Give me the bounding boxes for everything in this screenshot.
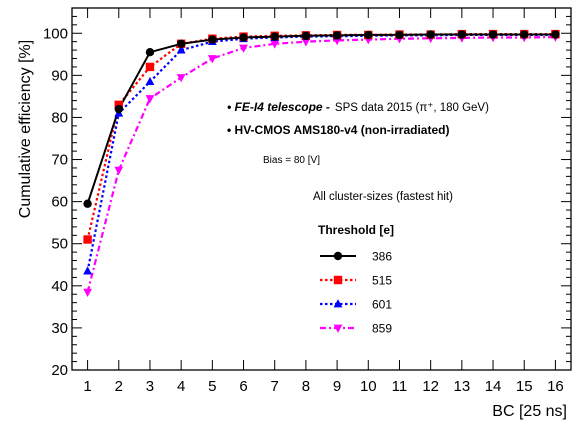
point-859-2 [114, 166, 124, 175]
point-859-6 [239, 44, 248, 53]
point-386-5 [208, 35, 217, 44]
x-axis-title: BC [25 ns] [492, 403, 567, 420]
point-386-11 [395, 30, 404, 40]
point-386-9 [332, 31, 342, 40]
x-tick-label: 4 [177, 378, 185, 395]
annotation-cluster: All cluster-sizes (fastest hit) [313, 191, 453, 203]
y-tick-label: 40 [51, 278, 68, 295]
point-386-16 [551, 30, 560, 39]
x-tick-label: 12 [422, 378, 439, 395]
legend: Threshold [e] 386 515 601 859 [318, 223, 394, 336]
annotation-block: • FE-I4 telescope - SPS data 2015 (π⁺, 18… [227, 100, 489, 203]
point-515-3 [145, 62, 155, 72]
y-tick-label: 60 [51, 194, 68, 211]
annotation-bias: Bias = 80 [V] [263, 155, 320, 166]
x-tick-label: 16 [547, 378, 564, 395]
legend-title: Threshold [e] [318, 223, 394, 237]
x-tick-label: 13 [454, 378, 471, 395]
point-386-12 [426, 30, 435, 39]
point-515-1 [83, 235, 92, 244]
point-601-4 [176, 45, 186, 54]
y-tick-label: 100 [43, 25, 68, 42]
point-386-6 [239, 33, 248, 42]
point-386-10 [364, 30, 373, 40]
x-tick-label: 9 [333, 378, 341, 395]
annotation-sps: SPS data 2015 (π⁺, 180 GeV) [335, 102, 489, 114]
point-386-14 [488, 30, 498, 39]
point-859-3 [145, 95, 155, 104]
annotation-fe-i4: FE-I4 telescope - [235, 100, 330, 114]
legend-label-386: 386 [372, 250, 392, 264]
series-line-386 [86, 33, 556, 205]
x-tick-label: 10 [360, 378, 377, 395]
legend-marker-386 [333, 251, 343, 261]
legend-label-859: 859 [372, 322, 392, 336]
annotation-line-1: • FE-I4 telescope - SPS data 2015 (π⁺, 18… [227, 100, 489, 114]
point-515-2 [114, 100, 123, 110]
series-layer [83, 29, 560, 297]
y-tick-label: 90 [51, 67, 68, 84]
x-tick-label: 7 [271, 378, 279, 395]
point-601-1 [83, 266, 93, 275]
point-386-13 [457, 30, 467, 39]
point-386-3 [145, 47, 155, 57]
plot-frame [71, 7, 572, 371]
annotation-bullet-1: • [227, 100, 235, 114]
y-tick-label: 80 [51, 109, 68, 126]
point-386-4 [176, 39, 186, 48]
point-859-4 [176, 74, 186, 83]
point-386-8 [301, 31, 311, 40]
x-tick-label: 5 [208, 378, 216, 395]
point-859-1 [83, 288, 93, 297]
annotation-device: HV-CMOS AMS180-v4 (non-irradiated) [235, 123, 450, 137]
point-601-3 [145, 76, 155, 86]
y-tick-label: 50 [51, 236, 68, 253]
x-tick-label: 14 [485, 378, 502, 395]
legend-marker-601 [333, 299, 343, 308]
legend-marker-859 [333, 324, 343, 333]
point-386-1 [83, 199, 92, 208]
point-859-5 [207, 55, 217, 64]
legend-label-601: 601 [372, 298, 392, 312]
y-tick-label: 30 [51, 320, 68, 337]
point-386-15 [520, 30, 529, 39]
legend-marker-515 [333, 275, 343, 285]
annotation-line-2: • HV-CMOS AMS180-v4 (non-irradiated) [227, 123, 449, 137]
point-859-7 [270, 40, 280, 49]
x-tick-label: 6 [239, 378, 247, 395]
x-tick-label: 1 [83, 378, 91, 395]
x-tick-label: 8 [302, 378, 310, 395]
legend-label-515: 515 [372, 274, 392, 288]
annotation-bullet-2: • [227, 123, 235, 137]
y-tick-label: 20 [51, 362, 68, 379]
y-tick-label: 70 [51, 152, 68, 169]
x-tick-label: 3 [146, 378, 154, 395]
x-tick-label: 2 [115, 378, 123, 395]
x-tick-label: 15 [516, 378, 533, 395]
point-859-8 [301, 38, 311, 47]
point-386-2 [114, 104, 123, 114]
y-axis-title: Cumulative efficiency [%] [17, 40, 34, 218]
point-386-7 [270, 32, 279, 41]
x-tick-label: 11 [392, 378, 408, 395]
